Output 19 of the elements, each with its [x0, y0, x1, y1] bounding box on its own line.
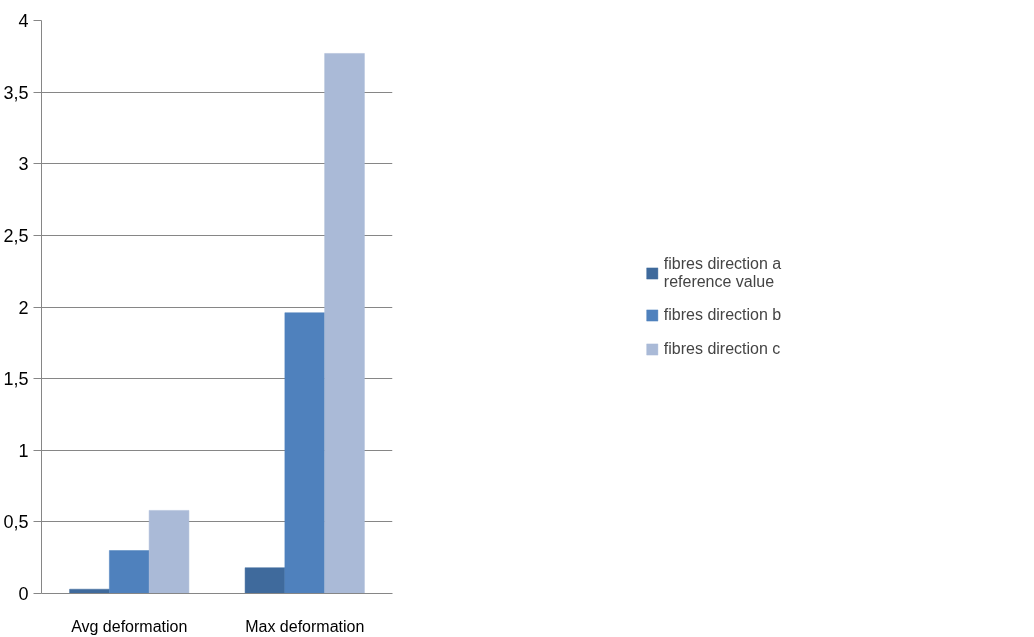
- y-tick-label: 1: [18, 440, 29, 461]
- y-tick-label: 2: [18, 297, 29, 318]
- bar: [284, 312, 325, 594]
- y-tick-label: 0: [18, 584, 29, 604]
- legend-label: fibres direction b: [663, 304, 782, 325]
- y-tick-label: 4: [18, 11, 29, 31]
- legend-label: fibres direction a reference value: [663, 254, 782, 291]
- y-tick-label: 3,5: [3, 82, 29, 103]
- x-tick-label: Max deformation: [245, 617, 365, 635]
- y-tick-label: 0,5: [3, 512, 29, 533]
- bar: [148, 510, 190, 594]
- bar: [244, 567, 286, 594]
- y-tick-label: 2,5: [3, 225, 29, 246]
- bar: [109, 550, 150, 594]
- x-tick-label: Avg deformation: [71, 617, 188, 635]
- y-tick-label: 3: [18, 154, 29, 175]
- bar: [324, 53, 365, 594]
- legend-label: fibres direction c: [663, 338, 781, 359]
- y-tick-label: 1,5: [3, 369, 29, 390]
